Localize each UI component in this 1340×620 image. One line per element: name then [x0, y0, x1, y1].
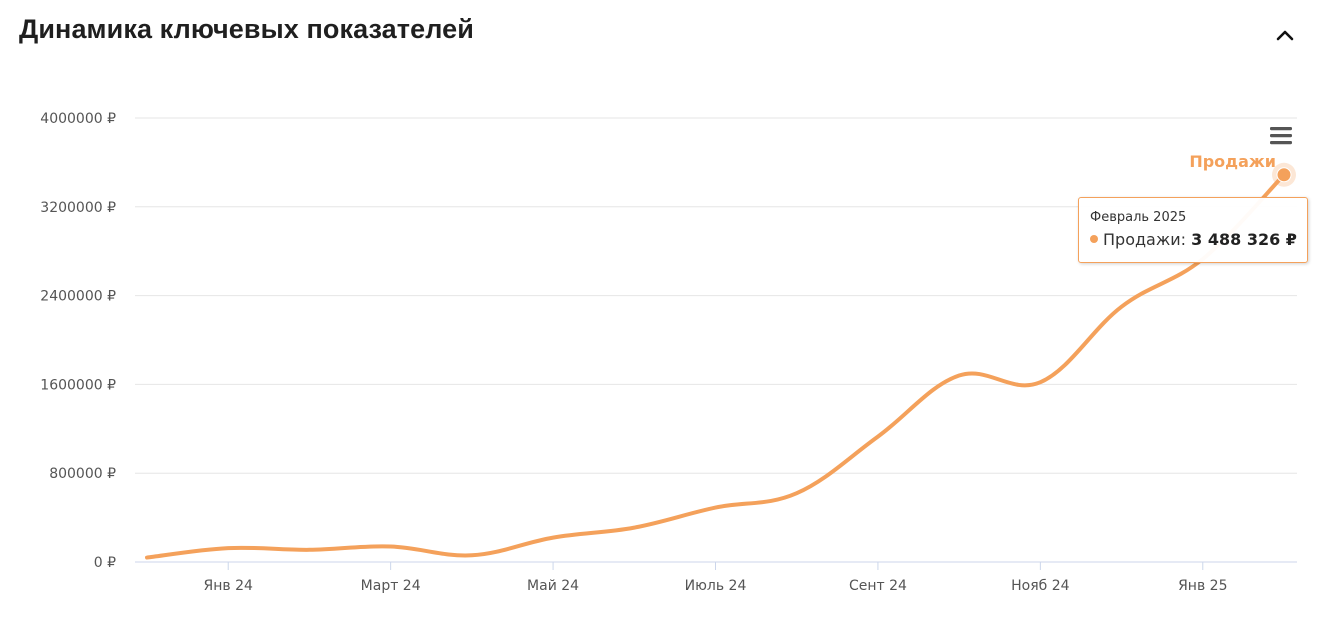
menu-icon	[1270, 127, 1292, 145]
chart-container: 0 ₽ 800000 ₽ 1600000 ₽ 2400000 ₽ 3200000 ₽ 40…	[0, 80, 1340, 620]
x-tick-label: Март 24	[361, 578, 421, 594]
tooltip-series-name: Продажи	[1103, 230, 1181, 249]
y-tick-label: 0 ₽	[94, 555, 116, 571]
y-tick-label: 2400000 ₽	[40, 289, 116, 305]
sales-line-chart: 0 ₽ 800000 ₽ 1600000 ₽ 2400000 ₽ 3200000 ₽ 40…	[40, 111, 1297, 594]
x-tick-label: Май 24	[527, 578, 579, 594]
collapse-button[interactable]	[1270, 20, 1300, 50]
data-point	[307, 548, 311, 552]
x-tick-label: Нояб 24	[1011, 578, 1070, 594]
series-sales	[145, 172, 1286, 560]
chevron-up-icon	[1276, 30, 1294, 41]
data-point	[1120, 305, 1124, 309]
data-point	[632, 526, 636, 530]
series-line-sales	[145, 172, 1286, 560]
y-tick-label: 3200000 ₽	[40, 200, 116, 216]
hover-marker: Продажи	[1189, 152, 1296, 187]
section-title: Динамика ключевых показателей	[19, 14, 474, 44]
x-axis: Янв 24 Март 24 Май 24 Июль 24 Сент 24 Нояб 24…	[135, 561, 1297, 594]
tooltip-value: 3 488 326 ₽	[1191, 230, 1297, 249]
data-point	[876, 435, 880, 439]
data-point	[389, 544, 393, 548]
data-point	[551, 536, 555, 540]
y-tick-label: 800000 ₽	[49, 466, 116, 482]
data-point	[145, 556, 149, 560]
data-point	[226, 546, 230, 550]
tooltip-separator: :	[1180, 230, 1187, 249]
y-tick-label: 1600000 ₽	[40, 377, 116, 393]
y-tick-label: 4000000 ₽	[40, 111, 116, 127]
data-point	[470, 553, 474, 557]
x-tick-label: Янв 24	[204, 578, 253, 594]
data-point	[714, 506, 718, 510]
series-end-label: Продажи	[1189, 152, 1276, 171]
tooltip-row: Продажи: 3 488 326 ₽	[1090, 230, 1297, 250]
grid-lines	[135, 117, 1297, 474]
x-tick-label: Янв 25	[1178, 578, 1227, 594]
tooltip-date: Февраль 2025	[1090, 210, 1187, 225]
chart-tooltip: Февраль 2025 Продажи: 3 488 326 ₽	[1078, 197, 1308, 263]
chart-menu-button[interactable]	[1268, 125, 1294, 147]
x-tick-label: Сент 24	[849, 578, 907, 594]
data-point	[957, 374, 961, 378]
x-tick-label: Июль 24	[685, 578, 747, 594]
section-header: Динамика ключевых показателей	[0, 0, 1340, 70]
y-axis: 0 ₽ 800000 ₽ 1600000 ₽ 2400000 ₽ 3200000 ₽ 40…	[40, 111, 116, 571]
tooltip-series-dot	[1090, 235, 1098, 243]
data-point	[795, 491, 799, 495]
hover-point	[1276, 167, 1292, 183]
data-point	[1038, 380, 1042, 384]
